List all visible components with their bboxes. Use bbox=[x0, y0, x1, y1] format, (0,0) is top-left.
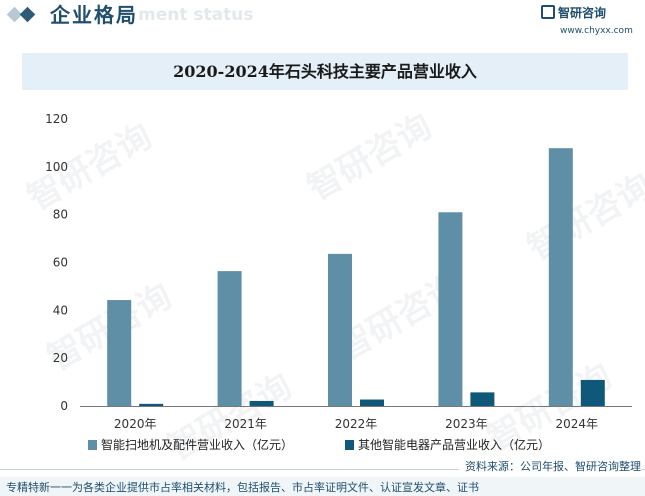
bar-series-1 bbox=[548, 148, 573, 406]
brand-logo-icon bbox=[541, 5, 555, 19]
x-tick-label: 2023年 bbox=[445, 417, 488, 431]
y-tick-label: 0 bbox=[60, 399, 68, 413]
source-note: 资料来源：公司年报、智研咨询整理 bbox=[459, 458, 641, 474]
bar-series-1 bbox=[438, 212, 463, 406]
x-tick-label: 2024年 bbox=[556, 417, 599, 431]
brand-url: www.chyxx.com bbox=[560, 26, 633, 36]
bar-series-2 bbox=[470, 392, 495, 406]
footer-banner: 专精特新一一为各类企业提供市占率相关材料，包括报告、市占率证明文件、认证宣发文章… bbox=[0, 477, 645, 496]
legend-label-series-2: 其他智能电器产品营业收入（亿元） bbox=[358, 438, 551, 452]
x-tick-label: 2022年 bbox=[335, 417, 378, 431]
bar-series-2 bbox=[580, 379, 605, 406]
y-tick-label: 120 bbox=[45, 112, 68, 126]
x-tick-label: 2020年 bbox=[114, 417, 157, 431]
legend-swatch-series-1 bbox=[88, 440, 97, 450]
brand-name: 智研咨询 bbox=[558, 6, 607, 20]
bar-series-2 bbox=[360, 399, 384, 406]
chart-title-bar: 2020-2024年石头科技主要产品营业收入 bbox=[22, 53, 628, 90]
section-watermark: ment status bbox=[138, 5, 254, 25]
bar-series-1 bbox=[107, 300, 132, 406]
page-header: ment status 企业格局 智研咨询 www.chyxx.com bbox=[0, 0, 645, 40]
y-tick-label: 40 bbox=[53, 303, 68, 317]
source-divider bbox=[0, 460, 645, 472]
footer-text: 专精特新一一为各类企业提供市占率相关材料，包括报告、市占率证明文件、认证宣发文章… bbox=[6, 481, 479, 494]
chart-title: 2020-2024年石头科技主要产品营业收入 bbox=[173, 62, 477, 81]
bar-series-1 bbox=[328, 253, 352, 406]
y-tick-label: 60 bbox=[53, 256, 68, 270]
y-tick-label: 100 bbox=[45, 160, 68, 174]
y-tick-label: 80 bbox=[53, 208, 68, 222]
bar-series-1 bbox=[217, 271, 242, 406]
x-tick-label: 2021年 bbox=[224, 417, 267, 431]
legend-label-series-1: 智能扫地机及配件营业收入（亿元） bbox=[101, 438, 294, 452]
bar-series-2 bbox=[249, 400, 274, 406]
section-title: 企业格局 bbox=[50, 3, 138, 27]
y-tick-label: 20 bbox=[53, 351, 68, 365]
legend-swatch-series-2 bbox=[345, 440, 354, 450]
bar-series-2 bbox=[139, 403, 164, 406]
bar-chart: 0 20 40 60 80 100 120 2020年 2021年 2022年 2023年 2024年 bbox=[45, 112, 632, 431]
